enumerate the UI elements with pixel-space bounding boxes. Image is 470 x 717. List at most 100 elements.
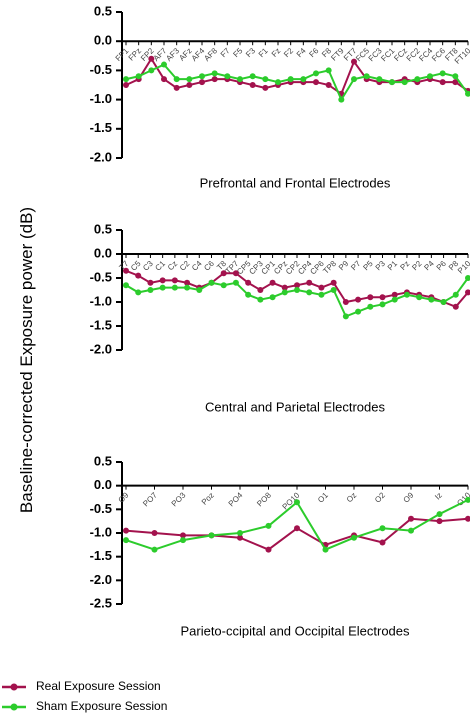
data-point [171, 284, 178, 291]
legend-marker [10, 683, 18, 691]
data-point [325, 67, 332, 74]
data-point [171, 277, 178, 284]
data-point [281, 284, 288, 291]
x-tick-label: O9 [117, 490, 131, 504]
data-point [294, 499, 300, 506]
data-point [123, 267, 129, 274]
data-point [224, 73, 231, 80]
y-tick-label: -0.5 [90, 501, 112, 516]
data-point [367, 294, 374, 301]
data-point [287, 76, 294, 83]
data-point [300, 76, 307, 83]
y-tick-label: 0.5 [94, 221, 112, 236]
data-point [232, 279, 239, 286]
y-tick-label: 0.5 [94, 3, 112, 18]
data-point [439, 70, 446, 77]
x-tick-label: F6 [307, 46, 320, 59]
y-tick-label: -1.0 [90, 293, 112, 308]
data-point [355, 296, 362, 303]
data-point [428, 296, 435, 303]
x-tick-label: F1 [257, 46, 270, 59]
data-point [262, 84, 269, 91]
y-tick-label: -1.5 [90, 120, 112, 135]
data-point [269, 279, 276, 286]
data-point [306, 289, 313, 296]
data-point [294, 287, 300, 293]
data-point [135, 73, 142, 80]
data-point [151, 530, 158, 536]
data-point [237, 534, 243, 541]
data-point [161, 61, 167, 68]
data-point [403, 291, 410, 298]
x-tick-label: AF8 [202, 46, 219, 63]
data-point [211, 76, 218, 83]
data-point [465, 289, 470, 296]
data-point [220, 270, 227, 277]
x-tick-label: Iz [433, 491, 444, 502]
data-point [281, 289, 288, 296]
x-tick-label: P10 [456, 259, 470, 276]
data-point [338, 96, 345, 103]
data-point [159, 277, 166, 284]
data-point [306, 279, 313, 286]
data-point [123, 76, 129, 83]
data-point [123, 537, 129, 544]
data-point [465, 496, 470, 503]
y-axis-label: Baseline-corrected Exposure power (dB) [17, 207, 36, 513]
data-point [408, 515, 414, 522]
data-point [342, 299, 349, 305]
y-tick-label: -0.5 [90, 62, 112, 77]
data-point [416, 294, 423, 301]
data-point [391, 291, 398, 298]
data-point [379, 525, 386, 532]
legend-label: Sham Exposure Session [36, 699, 167, 713]
data-point [123, 527, 129, 534]
data-point [351, 534, 357, 541]
x-tick-label: Oz [345, 491, 359, 505]
data-point [452, 303, 459, 310]
data-point [249, 82, 256, 88]
data-point [294, 525, 300, 532]
x-tick-label: O9 [402, 490, 416, 504]
data-point [465, 515, 470, 522]
data-point [173, 76, 180, 83]
x-tick-label: F7 [219, 46, 232, 59]
data-point [391, 296, 398, 303]
data-point [173, 84, 180, 91]
x-tick-label: PO8 [255, 490, 273, 508]
data-point [180, 532, 186, 539]
data-point [184, 284, 191, 291]
data-point [186, 82, 193, 88]
data-point [161, 76, 167, 83]
data-point [184, 279, 191, 286]
data-point [211, 70, 218, 77]
data-point [322, 546, 329, 553]
data-point [257, 296, 264, 303]
data-point [269, 294, 276, 301]
data-point [245, 291, 252, 298]
y-tick-label: -2.5 [90, 595, 112, 610]
data-point [147, 279, 154, 286]
x-tick-label: TP8 [321, 259, 338, 276]
data-point [330, 279, 337, 286]
data-point [237, 530, 243, 536]
data-point [363, 73, 370, 80]
data-point [265, 546, 272, 553]
data-point [376, 76, 383, 83]
data-point [199, 79, 205, 86]
data-point [465, 90, 470, 97]
data-point [351, 58, 357, 65]
data-point [237, 76, 243, 83]
data-point [245, 279, 252, 286]
data-point [249, 73, 256, 80]
data-point [147, 287, 154, 293]
data-point [123, 82, 129, 88]
y-tick-label: -0.5 [90, 269, 112, 284]
data-point [436, 511, 443, 518]
y-tick-label: -2.0 [90, 572, 112, 587]
data-point [135, 289, 142, 296]
data-point [436, 518, 443, 525]
x-tick-label: PO4 [227, 490, 245, 508]
x-tick-label: PO3 [170, 490, 188, 508]
data-point [199, 73, 205, 80]
